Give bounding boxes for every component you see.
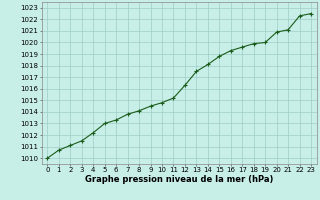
X-axis label: Graphe pression niveau de la mer (hPa): Graphe pression niveau de la mer (hPa) [85,175,273,184]
